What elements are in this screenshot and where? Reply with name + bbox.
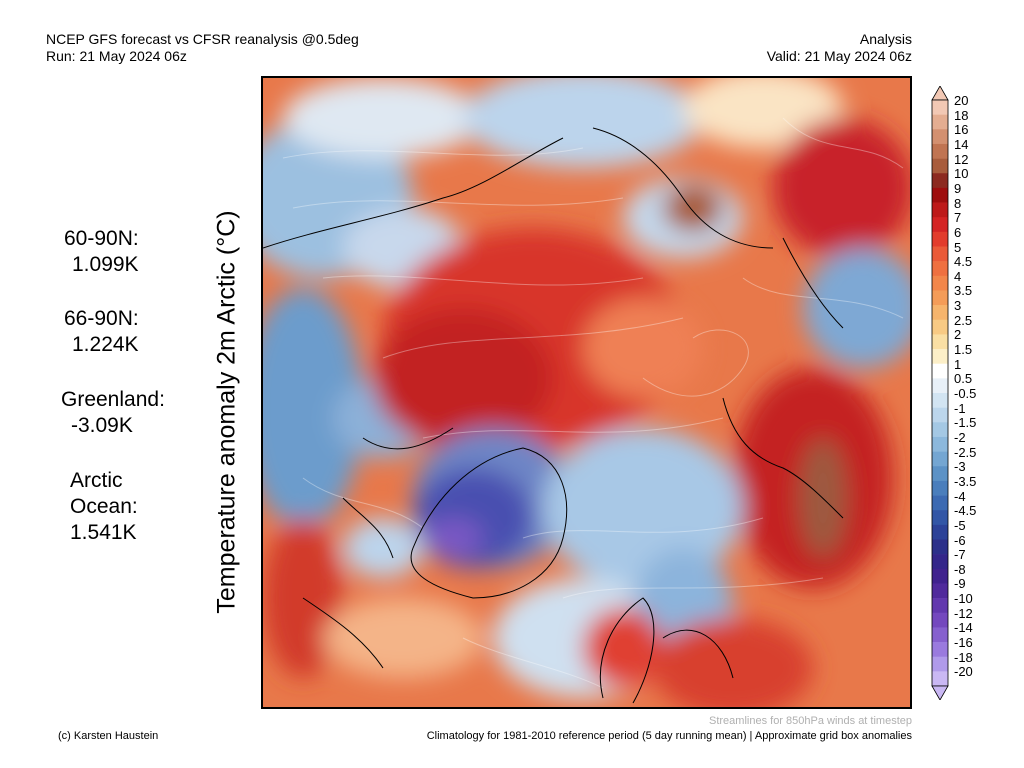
legend-swatch: [932, 305, 948, 321]
legend-label: 0.5: [954, 371, 973, 387]
legend-swatch: [932, 539, 948, 555]
legend-swatch: [932, 671, 948, 687]
legend-label: -18: [954, 649, 973, 665]
legend-label: 1: [954, 356, 962, 372]
legend-label: 14: [954, 136, 969, 152]
climatology-note: Climatology for 1981-2010 reference peri…: [426, 730, 912, 742]
legend-label: -12: [954, 605, 973, 621]
legend-swatch: [932, 642, 948, 657]
legend-label: 7: [954, 210, 962, 226]
legend-swatch: [932, 246, 948, 262]
legend-swatch: [932, 627, 948, 643]
legend-label: -1: [954, 400, 966, 416]
legend-swatch: [932, 202, 948, 218]
legend-swatch: [932, 334, 948, 350]
legend-label: 8: [954, 195, 962, 211]
streamlines-note: Streamlines for 850hPa winds at timestep: [709, 715, 912, 727]
legend-swatch: [932, 510, 948, 526]
legend-swatch: [932, 451, 948, 467]
legend-swatch: [932, 231, 948, 247]
legend-label: -14: [954, 620, 973, 636]
legend-label: 4: [954, 268, 962, 284]
legend-swatch: [932, 466, 948, 482]
legend-swatch: [932, 524, 948, 540]
legend-swatch: [932, 173, 948, 189]
legend-label: -1.5: [954, 415, 977, 431]
legend-label: -4.5: [954, 503, 977, 519]
legend-label: 5: [954, 239, 962, 255]
legend-swatch: [932, 612, 948, 628]
stat-66-90n: 66-90N: 1.224K: [64, 307, 139, 356]
legend-label: 18: [954, 107, 969, 123]
legend-label: 9: [954, 180, 962, 196]
legend-swatch: [932, 349, 948, 364]
legend-label: -2.5: [954, 444, 977, 460]
vertical-title: Temperature anomaly 2m Arctic (°C): [212, 210, 241, 614]
legend-label: 16: [954, 122, 969, 138]
legend-label: 20: [954, 93, 969, 108]
legend-swatch: [932, 275, 948, 291]
legend-swatch: [932, 422, 948, 438]
legend-swatch: [932, 583, 948, 599]
legend-swatch: [932, 480, 948, 496]
legend-label: -0.5: [954, 386, 977, 401]
legend-label: 4.5: [954, 254, 973, 270]
legend-swatch: [932, 100, 948, 115]
legend-label: 2.5: [954, 312, 973, 328]
legend-swatch: [932, 378, 948, 394]
legend-label: -7: [954, 547, 966, 563]
legend-label: -3: [954, 459, 966, 475]
model-title: NCEP GFS forecast vs CFSR reanalysis @0.…: [46, 31, 359, 47]
legend-label: -8: [954, 561, 966, 577]
legend-label: 1.5: [954, 342, 973, 358]
stat-greenland: Greenland: -3.09K: [61, 388, 165, 437]
legend-swatch: [932, 290, 948, 306]
stat-arctic-ocean: Arctic Ocean: 1.541K: [70, 469, 138, 544]
legend-swatch: [932, 319, 948, 335]
legend-label: -20: [954, 664, 973, 680]
legend-label: -5: [954, 517, 966, 533]
run-time: Run: 21 May 2024 06z: [46, 48, 187, 64]
legend-swatch: [932, 436, 948, 452]
legend-label: 12: [954, 151, 969, 167]
legend-swatch: [932, 114, 948, 130]
header-left: NCEP GFS forecast vs CFSR reanalysis @0.…: [46, 31, 359, 65]
legend-swatch: [932, 158, 948, 174]
legend-swatch: [932, 495, 948, 511]
valid-time: Valid: 21 May 2024 06z: [766, 48, 912, 64]
legend-swatch: [932, 568, 948, 584]
legend-label: -10: [954, 591, 973, 607]
legend-label: -3.5: [954, 473, 977, 489]
legend-swatch: [932, 143, 948, 159]
analysis-label: Analysis: [859, 31, 912, 47]
legend-swatch: [932, 554, 948, 570]
legend-swatch: [932, 217, 948, 233]
legend-swatch: [932, 363, 948, 379]
legend-swatch: [932, 393, 948, 408]
legend-label: -6: [954, 532, 966, 548]
legend-swatch: [932, 598, 948, 614]
legend-label: 3.5: [954, 283, 973, 299]
header-right: Analysis Valid: 21 May 2024 06z: [767, 31, 912, 65]
legend-swatch: [932, 261, 948, 277]
legend-label: -4: [954, 488, 966, 504]
legend-swatch: [932, 129, 948, 145]
legend-label: 3: [954, 298, 962, 314]
legend-label: -2: [954, 429, 966, 445]
legend-label: -9: [954, 576, 966, 592]
legend-swatch: [932, 407, 948, 423]
legend-swatch: [932, 656, 948, 672]
color-legend: [931, 86, 949, 700]
legend-label: 6: [954, 224, 962, 240]
legend-swatch: [932, 187, 948, 203]
legend-label: 10: [954, 166, 969, 182]
credit: (c) Karsten Haustein: [58, 730, 159, 742]
stat-60-90n: 60-90N: 1.099K: [64, 227, 139, 276]
legend-arrow-top: [931, 86, 949, 101]
legend-label: -16: [954, 635, 973, 651]
legend-label: 2: [954, 327, 962, 343]
anomaly-map: [261, 76, 912, 709]
legend-arrow-bottom: [931, 685, 949, 700]
